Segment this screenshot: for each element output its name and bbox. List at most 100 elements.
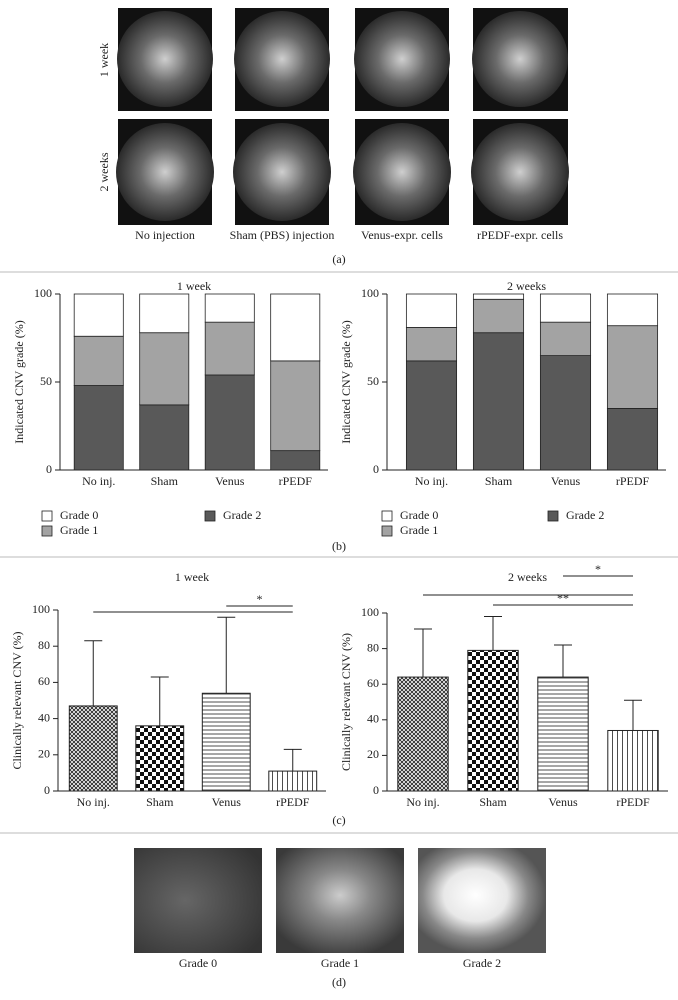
bar-segment [73, 293, 124, 337]
bar-segment [606, 407, 659, 471]
legend-label: Grade 1 [400, 523, 438, 537]
panel-d: Grade 0 Grade 1 Grade 2 (d) [134, 848, 546, 989]
bar [201, 692, 251, 792]
x-tick-label: Venus [551, 474, 581, 488]
x-tick-label: rPEDF [276, 795, 310, 809]
x-tick-label: No inj. [406, 795, 439, 809]
grade-image [418, 848, 546, 953]
bar [68, 705, 118, 792]
x-tick-label: Sham [479, 795, 507, 809]
y-axis-label: Clinically relevant CNV (%) [339, 633, 353, 771]
legend-label: Grade 0 [400, 508, 438, 522]
significance-label: * [257, 592, 263, 606]
x-tick-label: rPEDF [279, 474, 313, 488]
column-label: rPEDF-expr. cells [477, 228, 563, 242]
bar-segment [204, 293, 255, 323]
panel-label: (b) [332, 539, 346, 553]
bar-segment [472, 293, 525, 300]
legend-swatch [41, 525, 53, 537]
legend-label: Grade 0 [60, 508, 98, 522]
bar-segment [405, 360, 458, 471]
bar-segment [405, 293, 458, 328]
legend-swatch [381, 525, 393, 537]
bar-segment [606, 293, 659, 327]
chart: 1 week Indicated CNV grade (%) 0 50 100 No in… [12, 279, 328, 537]
bar-segment [606, 325, 659, 409]
bar [537, 676, 589, 792]
bar-segment [270, 293, 321, 362]
y-tick-label: 100 [361, 286, 379, 300]
legend-swatch [41, 510, 53, 522]
y-tick-label: 0 [44, 783, 50, 797]
chart-title: 2 weeks [508, 570, 547, 584]
column-label: Sham (PBS) injection [230, 228, 335, 242]
bar-segment [405, 327, 458, 362]
x-tick-label: Venus [548, 795, 578, 809]
legend-label: Grade 2 [223, 508, 261, 522]
grade-image [276, 848, 404, 953]
y-tick-label: 0 [373, 462, 379, 476]
row-label: 1 week [97, 43, 111, 77]
x-tick-label: No inj. [415, 474, 448, 488]
chart: 1 week Clinically relevant CNV (%) 0 20 40 60… [10, 570, 326, 809]
x-tick-label: Sham [146, 795, 174, 809]
y-tick-label: 80 [38, 638, 50, 652]
significance-label: * [595, 562, 601, 576]
y-tick-label: 100 [32, 602, 50, 616]
chart-title: 1 week [177, 279, 211, 293]
y-axis-label: Indicated CNV grade (%) [12, 320, 26, 443]
grade-image [134, 848, 262, 953]
y-axis-label: Clinically relevant CNV (%) [10, 631, 24, 769]
y-tick-label: 80 [367, 640, 379, 654]
y-tick-label: 60 [367, 676, 379, 690]
x-tick-label: No inj. [77, 795, 110, 809]
panel-label: (a) [332, 252, 345, 266]
y-tick-label: 100 [34, 286, 52, 300]
x-tick-label: Venus [212, 795, 242, 809]
y-tick-label: 40 [367, 712, 379, 726]
bar-segment [73, 335, 124, 386]
panel-a: 1 week 2 weeks No injection Sham (PBS) i… [97, 8, 569, 266]
bar-segment [73, 385, 124, 471]
chart-title: 2 weeks [507, 279, 546, 293]
image-label: Grade 0 [179, 956, 217, 970]
bar-segment [270, 450, 321, 471]
bar-segment [539, 321, 592, 357]
row-label: 2 weeks [97, 152, 111, 191]
x-tick-label: No inj. [82, 474, 115, 488]
chart: 2 weeks Clinically relevant CNV (%) 0 20 40 6… [339, 562, 668, 809]
y-tick-label: 0 [46, 462, 52, 476]
legend-swatch [381, 510, 393, 522]
y-tick-label: 60 [38, 674, 50, 688]
significance-label: ** [557, 591, 569, 605]
column-label: No injection [135, 228, 195, 242]
legend-label: Grade 1 [60, 523, 98, 537]
bar-segment [472, 298, 525, 334]
bar [135, 725, 185, 792]
y-tick-label: 40 [38, 710, 50, 724]
bar-segment [204, 374, 255, 471]
column-label: Venus-expr. cells [361, 228, 443, 242]
bar-segment [139, 404, 190, 471]
bar-segment [139, 332, 190, 406]
bar-segment [139, 293, 190, 334]
x-tick-label: rPEDF [616, 474, 650, 488]
bar-segment [539, 293, 592, 323]
y-tick-label: 20 [38, 747, 50, 761]
bar [607, 729, 659, 792]
bar [268, 770, 318, 792]
x-tick-label: Sham [151, 474, 179, 488]
y-tick-label: 50 [40, 374, 52, 388]
bar-segment [472, 332, 525, 471]
panel-label: (d) [332, 975, 346, 989]
image-label: Grade 2 [463, 956, 501, 970]
y-tick-label: 20 [367, 747, 379, 761]
bar-segment [204, 321, 255, 376]
y-axis-label: Indicated CNV grade (%) [339, 320, 353, 443]
chart: 2 weeks Indicated CNV grade (%) 0 50 100 No i… [339, 279, 666, 537]
y-tick-label: 0 [373, 783, 379, 797]
bar [467, 649, 519, 792]
bar-segment [270, 360, 321, 452]
image-label: Grade 1 [321, 956, 359, 970]
